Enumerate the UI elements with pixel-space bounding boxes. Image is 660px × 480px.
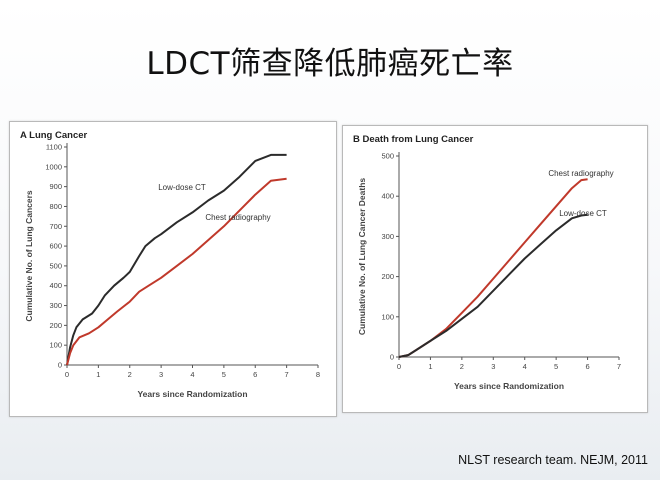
chart-title: B Death from Lung Cancer xyxy=(353,134,474,145)
y-tick-label: 700 xyxy=(49,222,62,231)
y-tick-label: 400 xyxy=(49,281,62,290)
chart-lung-cancer-deaths: B Death from Lung Cancer 0 100 200 300 400 500… xyxy=(353,134,621,391)
y-tick-label: 400 xyxy=(381,192,394,201)
slide-title: LDCT筛查降低肺癌死亡率 xyxy=(146,46,514,82)
y-tick-label: 300 xyxy=(381,232,394,241)
y-tick-label: 300 xyxy=(49,301,62,310)
x-tick-label: 5 xyxy=(222,370,226,379)
x-tick-label: 6 xyxy=(585,362,589,371)
chart-panel-lung-cancer-deaths: B Death from Lung Cancer 0 100 200 300 400 500… xyxy=(342,125,648,413)
x-tick-label: 0 xyxy=(397,362,401,371)
chart-title: A Lung Cancer xyxy=(20,130,88,141)
series-label-chest-radiography: Chest radiography xyxy=(548,169,613,178)
series-label-chest-radiography: Chest radiography xyxy=(205,213,270,222)
x-axis-label: Years since Randomization xyxy=(454,381,564,391)
x-tick-label: 6 xyxy=(253,370,257,379)
y-tick-label: 1000 xyxy=(45,162,62,171)
y-tick-label: 0 xyxy=(58,361,62,370)
series-line-low-dose-ct xyxy=(398,213,588,358)
x-tick-label: 7 xyxy=(285,370,289,379)
series-line-chest-radiography xyxy=(398,178,588,358)
y-axis-label: Cumulative No. of Lung Cancer Deaths xyxy=(357,178,367,336)
y-tick-label: 0 xyxy=(390,353,394,362)
x-tick-label: 2 xyxy=(128,370,132,379)
chart-panel-lung-cancer: A Lung Cancer 0 100 200 300 400 500 600 700 800 90… xyxy=(9,121,337,417)
y-tick-label: 800 xyxy=(49,202,62,211)
y-axis-label: Cumulative No. of Lung Cancers xyxy=(24,190,34,322)
y-tick-label: 200 xyxy=(49,321,62,330)
series-label-low-dose-ct: Low-dose CT xyxy=(158,183,206,192)
y-tick-label: 500 xyxy=(381,152,394,161)
x-tick-label: 3 xyxy=(491,362,495,371)
x-tick-label: 2 xyxy=(460,362,464,371)
y-tick-label: 100 xyxy=(49,341,62,350)
chart-lung-cancer: A Lung Cancer 0 100 200 300 400 500 600 700 800 90… xyxy=(20,130,320,399)
y-tick-label: 500 xyxy=(49,261,62,270)
series-line-chest-radiography xyxy=(66,177,287,366)
series-line-low-dose-ct xyxy=(66,153,287,366)
x-axis-label: Years since Randomization xyxy=(137,389,247,399)
x-tick-label: 5 xyxy=(554,362,558,371)
x-tick-label: 1 xyxy=(428,362,432,371)
citation: NLST research team. NEJM, 2011 xyxy=(458,453,648,467)
x-tick-label: 7 xyxy=(617,362,621,371)
y-tick-label: 600 xyxy=(49,242,62,251)
x-tick-label: 1 xyxy=(96,370,100,379)
y-tick-label: 1100 xyxy=(46,143,62,152)
x-tick-label: 4 xyxy=(523,362,527,371)
y-tick-label: 200 xyxy=(381,272,394,281)
series-label-low-dose-ct: Low-dose CT xyxy=(559,209,607,218)
x-tick-label: 0 xyxy=(65,370,69,379)
x-tick-label: 4 xyxy=(190,370,194,379)
x-tick-label: 3 xyxy=(159,370,163,379)
y-tick-label: 100 xyxy=(381,312,394,321)
x-tick-label: 8 xyxy=(316,370,320,379)
y-tick-label: 900 xyxy=(49,182,62,191)
